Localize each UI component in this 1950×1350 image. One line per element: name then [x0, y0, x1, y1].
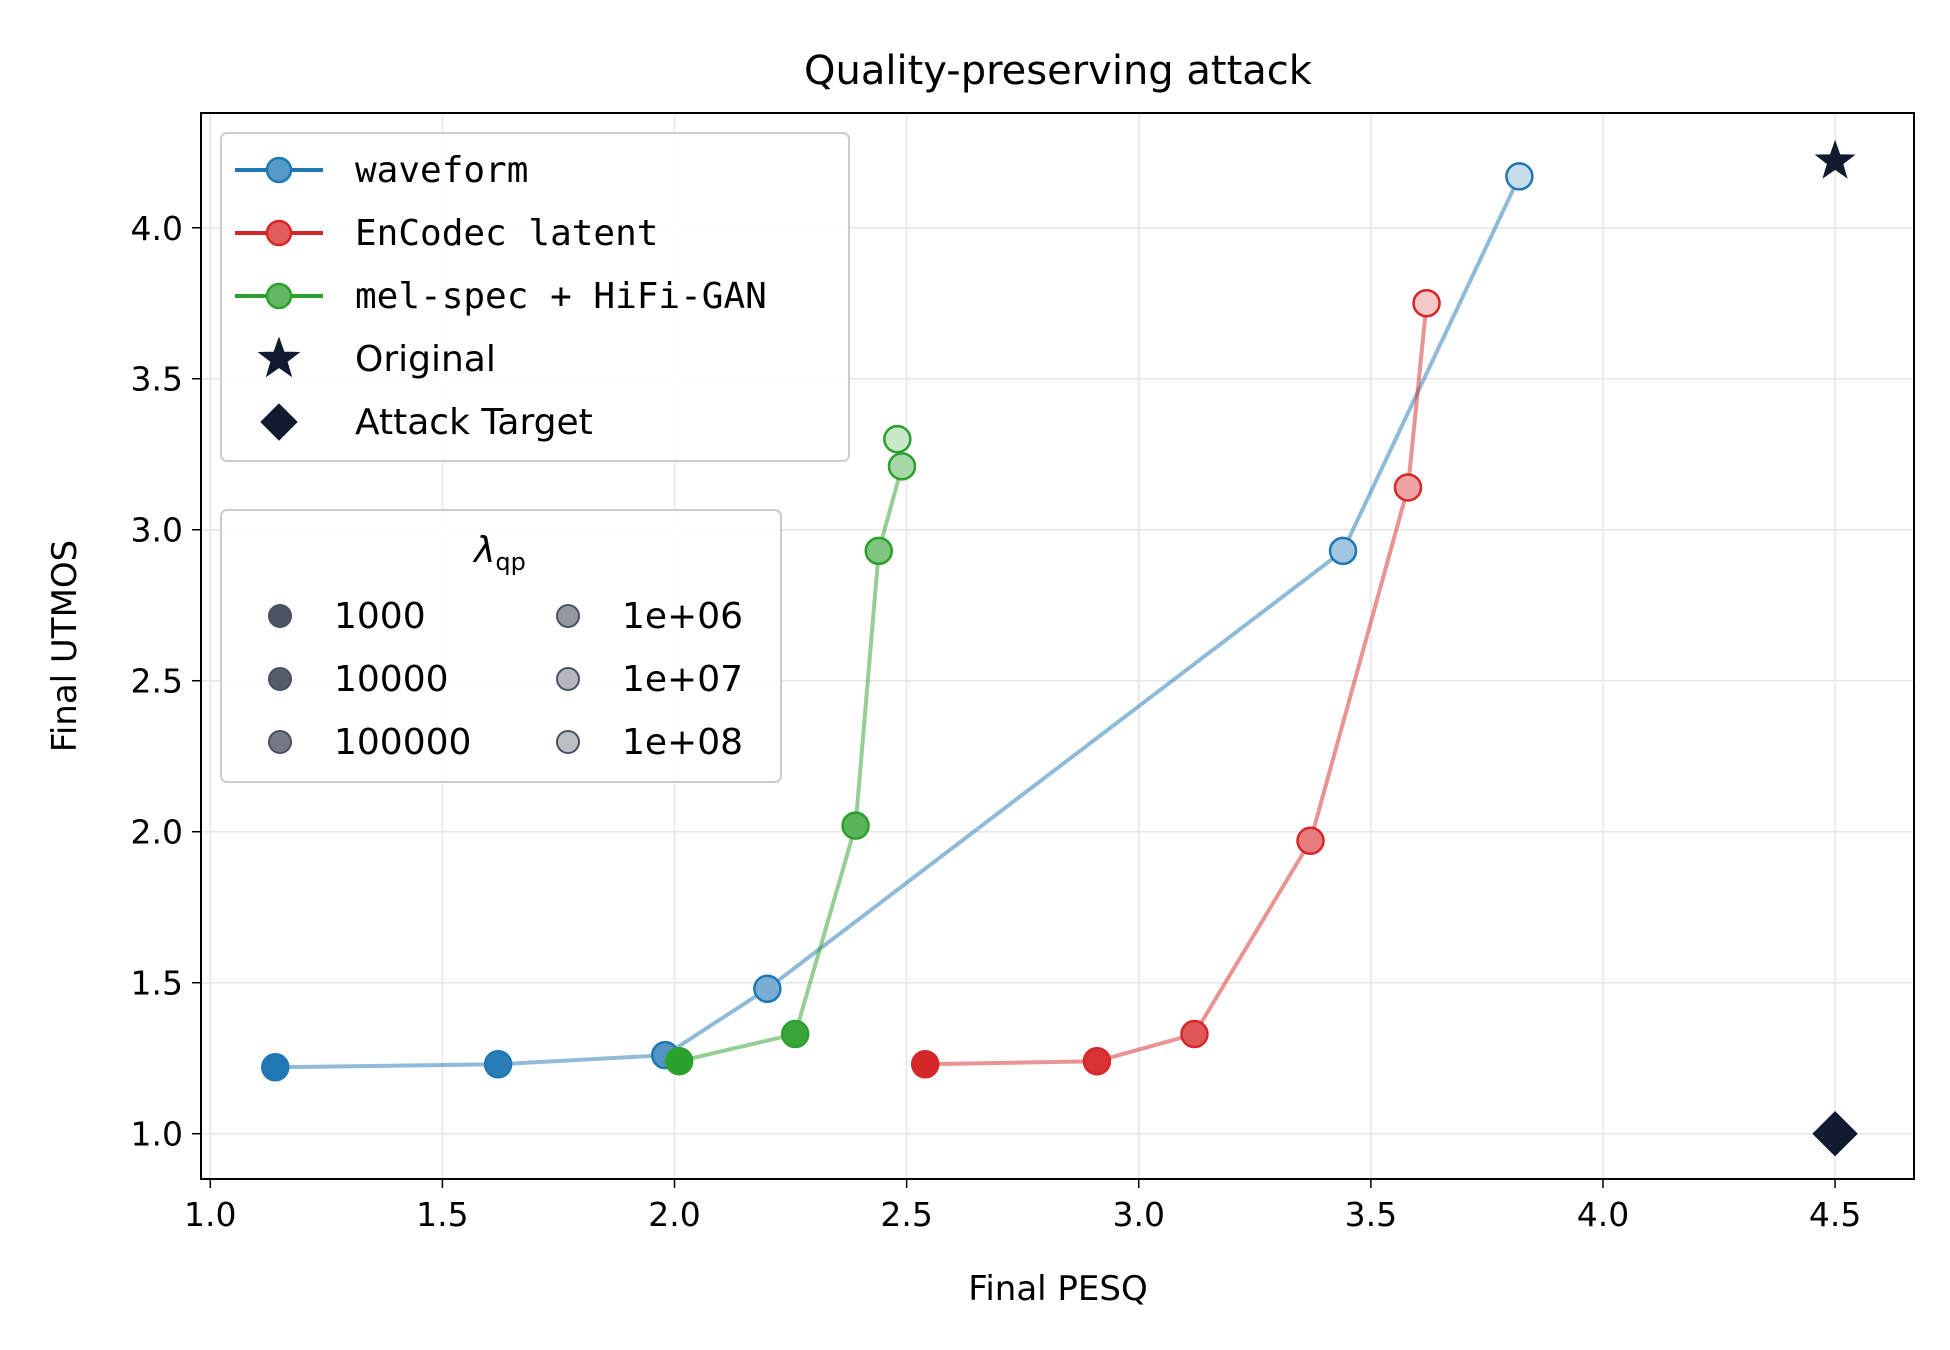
- point-waveform-3: [753, 974, 782, 1004]
- legend-label-encodec: EnCodec latent: [355, 213, 658, 254]
- x-tick-label-1: 1.5: [416, 1195, 468, 1234]
- point-melspec-0: [664, 1046, 694, 1076]
- legend-lambda-symbol: λ: [472, 530, 495, 571]
- point-waveform-1: [483, 1049, 513, 1079]
- x-tick-label-7: 4.5: [1809, 1195, 1861, 1234]
- x-tick-label-6: 4.0: [1577, 1195, 1629, 1234]
- chart-title: Quality-preserving attack: [804, 48, 1313, 94]
- reference-points: [1812, 139, 1858, 1157]
- legend-lambda-label-5: 1e+08: [622, 722, 743, 763]
- point-melspec-1: [780, 1019, 810, 1049]
- legend-marker-star: [257, 336, 301, 378]
- y-tick-label-4: 3.0: [131, 511, 183, 550]
- point-melspec-4: [887, 452, 917, 481]
- series-line-waveform: [275, 175, 1522, 1070]
- y-tick-label-3: 2.5: [131, 662, 183, 701]
- point-waveform-5: [1505, 162, 1534, 191]
- point-encodec-4: [1393, 473, 1423, 502]
- legend-marker-melspec: [265, 282, 293, 310]
- point-melspec-3: [864, 536, 894, 566]
- legend-marker-waveform: [265, 156, 293, 184]
- x-tick-label-0: 1.0: [184, 1195, 236, 1234]
- legend-lambda-title: λqp: [472, 530, 526, 576]
- legend-lambda-marker-0: [268, 604, 292, 628]
- point-waveform-4: [1328, 536, 1358, 566]
- legend-lambda-box: [220, 509, 782, 783]
- x-tick-label-5: 3.5: [1345, 1195, 1397, 1234]
- legend-lambda-label-0: 1000: [334, 596, 426, 637]
- x-tick-label-2: 2.0: [648, 1195, 700, 1234]
- legend-lambda-marker-5: [556, 730, 580, 754]
- legend-lambda-label-1: 10000: [334, 659, 449, 700]
- legend-main: waveform EnCodec latent mel-spec + HiFi-GA…: [220, 132, 850, 462]
- legend-label-star: Original: [355, 339, 496, 380]
- legend-label-melspec: mel-spec + HiFi-GAN: [355, 276, 767, 317]
- point-encodec-5: [1412, 288, 1441, 318]
- legend-main-box: [220, 132, 850, 462]
- legend-main-entries: waveform EnCodec latent mel-spec + HiFi-GA…: [235, 150, 767, 443]
- legend-lambda-label-2: 100000: [334, 722, 471, 763]
- y-axis-ticks: 1.0 1.5 2.0 2.5 3.0 3.5 4.0: [131, 209, 201, 1154]
- legend-lambda-marker-1: [268, 667, 292, 691]
- y-tick-label-5: 3.5: [131, 360, 183, 399]
- point-melspec-2: [841, 811, 870, 840]
- legend-marker-encodec: [265, 219, 293, 247]
- legend-lambda: λqp 1000 10000 100000 1e+06 1e+07 1e+08: [220, 509, 782, 783]
- x-tick-label-4: 3.0: [1112, 1195, 1164, 1234]
- legend-lambda-entries: 1000 10000 100000 1e+06 1e+07 1e+08: [268, 596, 743, 763]
- legend-label-diamond: Attack Target: [355, 402, 593, 443]
- legend-lambda-marker-2: [268, 730, 292, 754]
- legend-label-waveform: waveform: [355, 150, 528, 191]
- y-tick-label-6: 4.0: [131, 209, 183, 248]
- series-line-encodec: [925, 303, 1429, 1067]
- legend-lambda-marker-4: [556, 667, 580, 691]
- legend-marker-diamond: [260, 403, 298, 441]
- x-axis-label: Final PESQ: [968, 1269, 1148, 1309]
- point-encodec-0: [910, 1049, 940, 1079]
- ref-point-star: [1814, 139, 1856, 179]
- y-tick-label-0: 1.0: [131, 1115, 183, 1154]
- point-encodec-1: [1082, 1046, 1112, 1076]
- legend-lambda-label-4: 1e+07: [622, 659, 743, 700]
- series-points: [261, 162, 1534, 1082]
- legend-lambda-marker-3: [556, 604, 580, 628]
- y-tick-label-2: 2.0: [131, 813, 183, 852]
- plot-frame: [200, 112, 1915, 1180]
- y-tick-label-1: 1.5: [131, 964, 183, 1003]
- x-tick-label-3: 2.5: [880, 1195, 932, 1234]
- point-encodec-3: [1296, 826, 1325, 856]
- y-axis-label: Final UTMOS: [45, 540, 85, 753]
- ref-point-diamond: [1812, 1110, 1858, 1157]
- legend-lambda-subscript: qp: [495, 548, 525, 576]
- point-encodec-2: [1180, 1019, 1209, 1049]
- point-waveform-0: [261, 1053, 290, 1082]
- legend-lambda-label-3: 1e+06: [622, 596, 743, 637]
- point-melspec-5: [883, 424, 912, 454]
- x-axis-ticks: 1.0 1.5 2.0 2.5 3.0 3.5 4.0 4.5: [184, 1179, 1861, 1234]
